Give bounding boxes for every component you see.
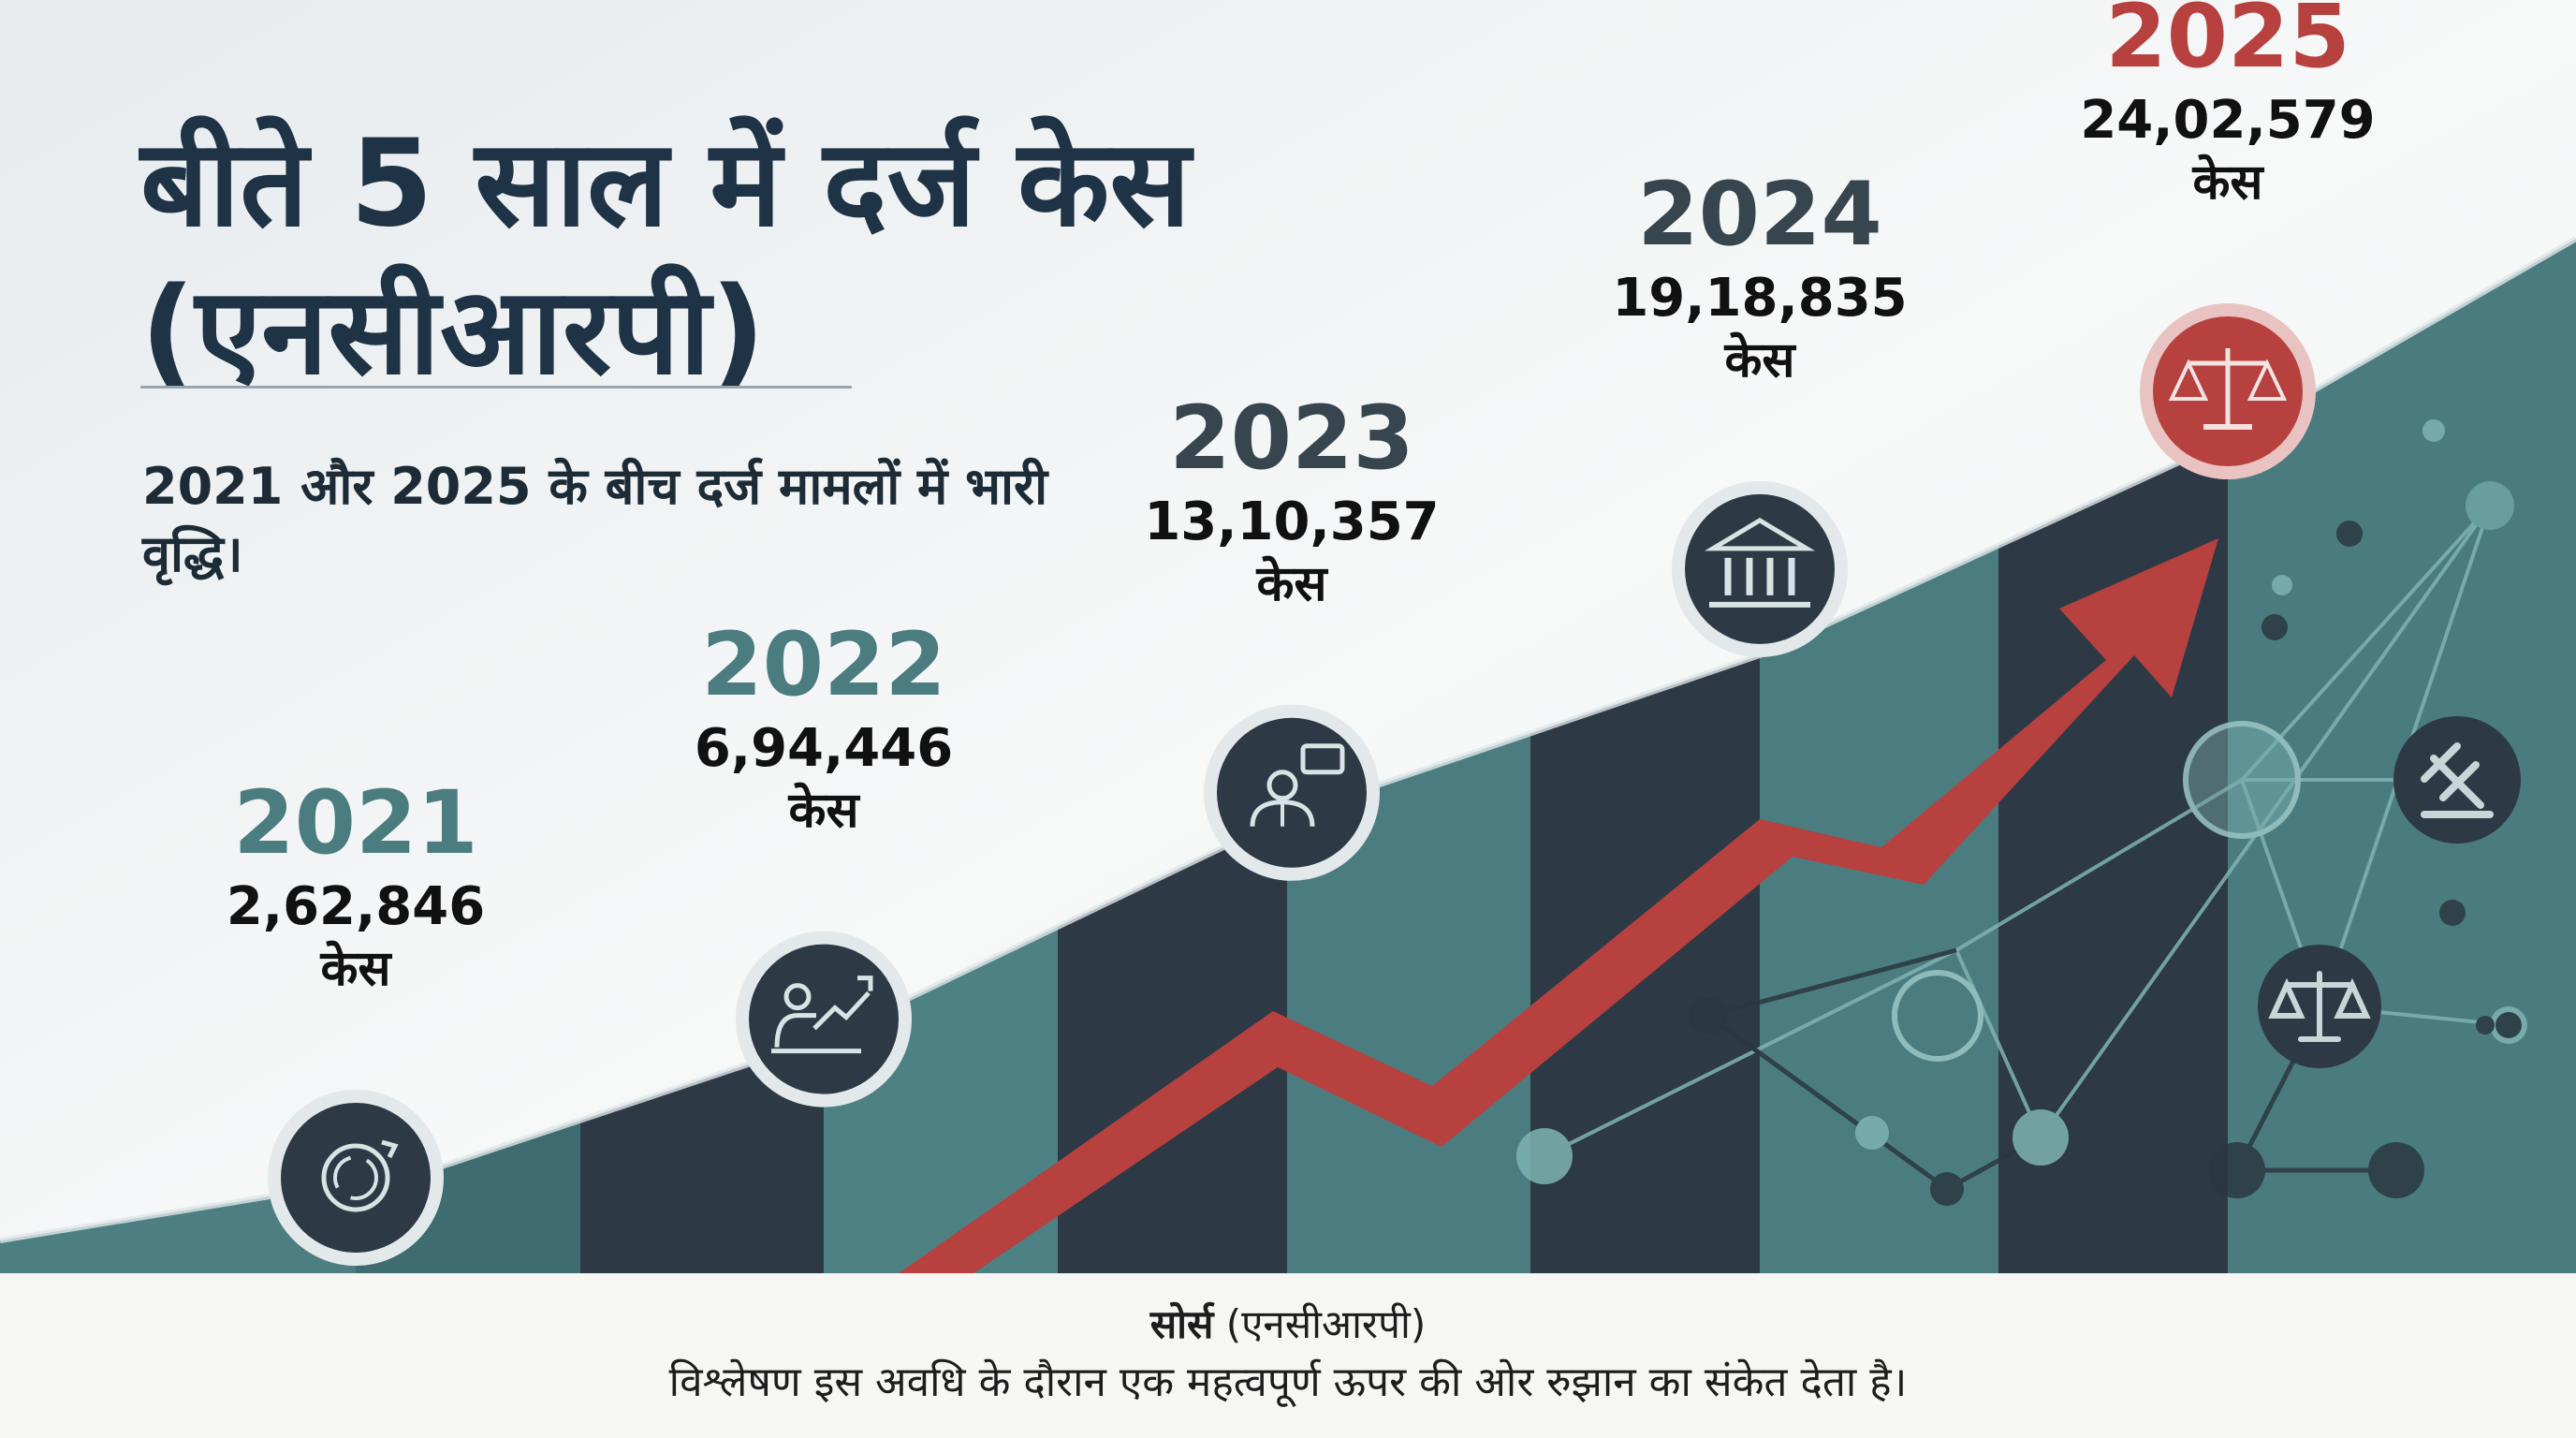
refresh-icon [321,1139,399,1212]
marker-2022 [736,931,912,1108]
speaker-icon [1250,743,1345,827]
source-line: सोर्स (एनसीआरपी) [0,1301,2576,1348]
source-value: (एनसीआरपी) [1225,1301,1427,1347]
year-label-2024: 2024 [1637,163,1882,266]
marker-2025 [2140,303,2316,479]
source-label: सोर्स [1149,1301,1214,1347]
year-label-2025: 2025 [2105,0,2350,88]
trend-arrow [899,538,2218,1273]
page-title: बीते 5 साल में दर्ज केस (एनसीआरपी) [140,110,1191,406]
value-label-2025: 24,02,579 [2080,90,2376,151]
value-label-2021: 2,62,846 [226,876,486,937]
unit-label-2024: केस [1724,331,1795,389]
court-building-icon [1704,517,1816,608]
analysis-note: विश्लेषण इस अवधि के दौरान एक महत्वपूर्ण … [668,1358,1908,1406]
title-line-1: बीते 5 साल में दर्ज केस [140,114,1191,254]
year-markers [268,303,2316,1266]
value-label-2022: 6,94,446 [694,717,954,779]
marker-2023 [1204,704,1380,881]
unit-label-2022: केस [788,782,859,839]
gavel-icon [2393,716,2521,844]
title-divider [140,386,852,389]
scales-icon [2168,348,2288,430]
scales-small-icon [2258,945,2381,1068]
year-label-2023: 2023 [1169,387,1414,490]
year-label-2021: 2021 [233,772,478,874]
value-label-2023: 13,10,357 [1144,491,1440,552]
marker-2021 [268,1090,444,1266]
unit-label-2021: केस [320,941,391,997]
footer-band [0,1273,2576,1438]
subtitle: 2021 और 2025 के बीच दर्ज मामलों में भारी… [142,457,1048,583]
value-label-2024: 19,18,835 [1612,267,1908,329]
growth-presenter-icon [771,976,873,1054]
title-line-2: (एनसीआरपी) [140,262,766,402]
unit-label-2025: केस [2192,154,2263,211]
unit-label-2023: केस [1256,555,1327,612]
year-label-2022: 2022 [701,613,946,716]
marker-2024 [1672,480,1848,657]
